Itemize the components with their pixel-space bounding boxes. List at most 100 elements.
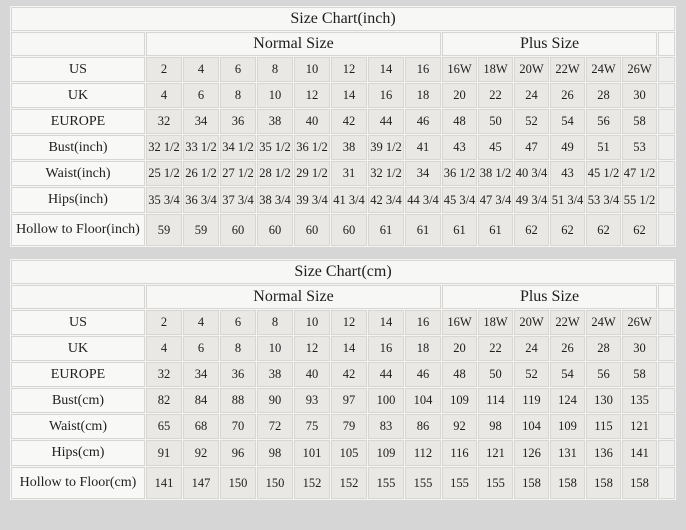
filler-cell xyxy=(658,336,675,361)
size-value-cell: 46 xyxy=(405,362,441,387)
size-value-cell: 126 xyxy=(514,440,549,466)
size-value-cell: 16W xyxy=(442,310,477,335)
size-value-cell: 60 xyxy=(294,214,330,246)
table-row: Bust(cm) 82 84 88 90 93 97 100 104 109 114 119 124 13… xyxy=(11,388,675,413)
size-value-cell: 31 xyxy=(331,161,367,186)
row-label: Hips(cm) xyxy=(11,440,145,466)
size-value-cell: 152 xyxy=(294,467,330,499)
size-value-cell: 90 xyxy=(257,388,293,413)
size-value-cell: 130 xyxy=(586,388,621,413)
table-row: Hips(cm) 91 92 96 98 101 105 109 112 116 121 126 131… xyxy=(11,440,675,466)
size-value-cell: 8 xyxy=(220,336,256,361)
size-value-cell: 32 1/2 xyxy=(368,161,404,186)
size-value-cell: 83 xyxy=(368,414,404,439)
size-value-cell: 38 1/2 xyxy=(478,161,513,186)
size-value-cell: 44 xyxy=(368,362,404,387)
row-label: Bust(cm) xyxy=(11,388,145,413)
size-value-cell: 53 3/4 xyxy=(586,187,621,213)
size-value-cell: 62 xyxy=(514,214,549,246)
size-value-cell: 84 xyxy=(183,388,219,413)
table-row: EUROPE 32 34 36 38 40 42 44 46 48 50 52 54 56 58 xyxy=(11,109,675,134)
row-label: UK xyxy=(11,336,145,361)
size-value-cell: 4 xyxy=(146,83,182,108)
size-value-cell: 124 xyxy=(550,388,585,413)
size-value-cell: 12 xyxy=(331,310,367,335)
size-value-cell: 61 xyxy=(478,214,513,246)
size-value-cell: 100 xyxy=(368,388,404,413)
size-value-cell: 6 xyxy=(183,336,219,361)
size-value-cell: 44 3/4 xyxy=(405,187,441,213)
size-value-cell: 53 xyxy=(622,135,657,160)
table-title: Size Chart(cm) xyxy=(11,260,675,284)
size-value-cell: 16 xyxy=(368,336,404,361)
filler-cell xyxy=(658,440,675,466)
size-value-cell: 16W xyxy=(442,57,477,82)
size-value-cell: 38 xyxy=(257,109,293,134)
table-row: Hollow to Floor(inch) 59 59 60 60 60 60 61 61 61 6… xyxy=(11,214,675,246)
plus-size-header: Plus Size xyxy=(442,32,657,56)
size-value-cell: 41 xyxy=(405,135,441,160)
size-value-cell: 109 xyxy=(550,414,585,439)
size-value-cell: 60 xyxy=(331,214,367,246)
filler-cell xyxy=(658,310,675,335)
size-value-cell: 155 xyxy=(368,467,404,499)
size-value-cell: 93 xyxy=(294,388,330,413)
filler-cell xyxy=(658,161,675,186)
size-value-cell: 72 xyxy=(257,414,293,439)
size-value-cell: 52 xyxy=(514,362,549,387)
size-value-cell: 97 xyxy=(331,388,367,413)
size-value-cell: 42 3/4 xyxy=(368,187,404,213)
size-value-cell: 39 1/2 xyxy=(368,135,404,160)
size-value-cell: 114 xyxy=(478,388,513,413)
size-value-cell: 18W xyxy=(478,57,513,82)
size-value-cell: 24 xyxy=(514,83,549,108)
size-value-cell: 8 xyxy=(220,83,256,108)
size-value-cell: 47 1/2 xyxy=(622,161,657,186)
size-value-cell: 54 xyxy=(550,362,585,387)
size-value-cell: 14 xyxy=(331,83,367,108)
size-value-cell: 18 xyxy=(405,83,441,108)
size-value-cell: 54 xyxy=(550,109,585,134)
size-value-cell: 26W xyxy=(622,57,657,82)
size-value-cell: 10 xyxy=(257,83,293,108)
size-value-cell: 12 xyxy=(331,57,367,82)
table-row: US 2 4 6 8 10 12 14 16 16W 18W 20W 22W 24W 26W xyxy=(11,310,675,335)
plus-size-header: Plus Size xyxy=(442,285,657,309)
size-value-cell: 92 xyxy=(442,414,477,439)
size-value-cell: 58 xyxy=(622,109,657,134)
filler-cell xyxy=(658,467,675,499)
size-value-cell: 20 xyxy=(442,83,477,108)
size-value-cell: 20W xyxy=(514,57,549,82)
row-label: Hollow to Floor(cm) xyxy=(11,467,145,499)
size-value-cell: 70 xyxy=(220,414,256,439)
size-value-cell: 44 xyxy=(368,109,404,134)
size-value-cell: 40 3/4 xyxy=(514,161,549,186)
size-value-cell: 155 xyxy=(442,467,477,499)
size-value-cell: 35 1/2 xyxy=(257,135,293,160)
size-value-cell: 6 xyxy=(220,310,256,335)
size-value-cell: 98 xyxy=(257,440,293,466)
size-value-cell: 38 3/4 xyxy=(257,187,293,213)
size-value-cell: 155 xyxy=(405,467,441,499)
size-value-cell: 22W xyxy=(550,57,585,82)
size-value-cell: 47 3/4 xyxy=(478,187,513,213)
size-value-cell: 46 xyxy=(405,109,441,134)
table-row: UK 4 6 8 10 12 14 16 18 20 22 24 26 28 30 xyxy=(11,83,675,108)
size-value-cell: 28 xyxy=(586,336,621,361)
size-value-cell: 152 xyxy=(331,467,367,499)
size-value-cell: 34 1/2 xyxy=(220,135,256,160)
filler-cell xyxy=(658,109,675,134)
size-value-cell: 104 xyxy=(514,414,549,439)
size-value-cell: 32 1/2 xyxy=(146,135,182,160)
size-value-cell: 18W xyxy=(478,310,513,335)
size-value-cell: 20 xyxy=(442,336,477,361)
size-value-cell: 8 xyxy=(257,57,293,82)
size-value-cell: 40 xyxy=(294,362,330,387)
size-value-cell: 131 xyxy=(550,440,585,466)
size-value-cell: 6 xyxy=(183,83,219,108)
size-value-cell: 14 xyxy=(331,336,367,361)
size-value-cell: 62 xyxy=(586,214,621,246)
size-value-cell: 158 xyxy=(622,467,657,499)
size-value-cell: 62 xyxy=(550,214,585,246)
size-value-cell: 35 3/4 xyxy=(146,187,182,213)
